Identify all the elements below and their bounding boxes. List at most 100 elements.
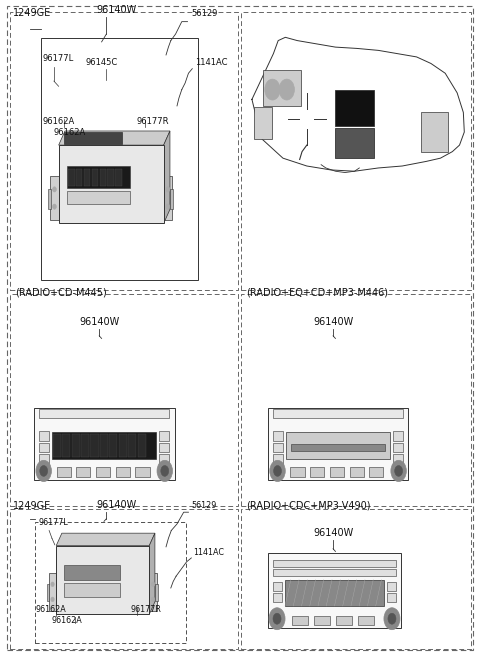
Bar <box>273 443 283 452</box>
Bar <box>273 432 283 441</box>
Polygon shape <box>164 131 170 224</box>
Bar <box>291 444 385 451</box>
Bar <box>39 432 49 441</box>
Bar <box>67 166 130 188</box>
Bar <box>57 467 71 477</box>
Circle shape <box>384 607 400 630</box>
Text: 56129: 56129 <box>192 9 218 18</box>
Bar <box>119 434 127 457</box>
Text: 96140W: 96140W <box>313 528 353 539</box>
Bar <box>35 522 186 643</box>
Bar <box>135 467 150 477</box>
Text: 1249GE: 1249GE <box>13 8 51 18</box>
Text: 96177R: 96177R <box>137 117 169 125</box>
Bar <box>273 409 403 419</box>
Text: (RADIO+CD-M445): (RADIO+CD-M445) <box>15 288 107 298</box>
Bar <box>285 580 384 606</box>
Bar <box>268 407 408 480</box>
Circle shape <box>166 187 170 192</box>
Bar <box>56 546 149 614</box>
Circle shape <box>273 613 281 625</box>
Circle shape <box>270 461 285 482</box>
Polygon shape <box>59 131 170 145</box>
Bar <box>67 192 130 204</box>
Text: (RADIO+EQ+CD+MP3-M446): (RADIO+EQ+CD+MP3-M446) <box>246 288 388 298</box>
Circle shape <box>388 613 396 625</box>
Bar <box>393 455 403 464</box>
Bar <box>91 434 98 457</box>
Bar <box>159 443 169 452</box>
Bar <box>386 593 396 602</box>
Text: 56129: 56129 <box>192 501 216 510</box>
Circle shape <box>36 461 51 482</box>
Bar <box>138 434 146 457</box>
Bar <box>76 467 90 477</box>
Circle shape <box>391 461 407 482</box>
Text: 96140W: 96140W <box>97 5 137 15</box>
Text: (RADIO+CDC+MP3-V490): (RADIO+CDC+MP3-V490) <box>246 501 370 511</box>
Circle shape <box>53 204 56 209</box>
Circle shape <box>265 79 280 100</box>
Bar <box>49 573 56 611</box>
Text: 96140W: 96140W <box>97 500 137 510</box>
Bar <box>149 573 157 611</box>
Bar <box>263 70 301 106</box>
Bar <box>273 582 282 591</box>
Bar <box>164 176 172 220</box>
Bar <box>290 467 305 477</box>
Bar <box>273 455 283 464</box>
Bar <box>59 145 164 224</box>
Polygon shape <box>149 533 155 614</box>
Circle shape <box>161 466 168 476</box>
Bar <box>268 554 401 628</box>
Bar <box>336 90 373 125</box>
Bar <box>286 432 390 459</box>
Bar <box>39 443 49 452</box>
Circle shape <box>395 466 403 476</box>
Bar <box>393 432 403 441</box>
Text: 1249GE: 1249GE <box>13 501 51 511</box>
Bar <box>273 593 282 602</box>
Circle shape <box>279 79 294 100</box>
Bar <box>241 294 471 506</box>
Bar <box>64 583 120 597</box>
Bar <box>84 169 90 186</box>
Bar <box>349 467 364 477</box>
Text: 1141AC: 1141AC <box>195 58 227 67</box>
Bar <box>40 38 198 279</box>
Bar <box>159 432 169 441</box>
Circle shape <box>53 187 56 192</box>
Bar <box>159 455 169 464</box>
Bar <box>50 176 59 220</box>
Bar <box>47 584 49 602</box>
Bar <box>273 569 396 576</box>
Text: 96145C: 96145C <box>85 58 118 67</box>
Circle shape <box>51 582 54 586</box>
Bar <box>48 190 51 209</box>
Bar <box>170 190 173 209</box>
Bar <box>330 467 344 477</box>
Bar <box>10 12 238 290</box>
Bar <box>156 584 157 602</box>
Text: 96177L: 96177L <box>38 518 68 527</box>
Text: 1141AC: 1141AC <box>193 548 224 557</box>
Text: 96162A: 96162A <box>42 117 75 125</box>
Bar <box>128 434 136 457</box>
Bar <box>109 434 118 457</box>
Circle shape <box>151 582 155 586</box>
Bar <box>39 409 169 419</box>
Bar <box>314 616 330 625</box>
Bar <box>108 169 114 186</box>
Circle shape <box>40 466 48 476</box>
Bar <box>100 169 106 186</box>
Bar <box>64 565 120 580</box>
Text: 96162A: 96162A <box>36 605 67 614</box>
Bar <box>115 169 122 186</box>
Bar <box>100 434 108 457</box>
Bar <box>336 616 352 625</box>
Circle shape <box>157 461 172 482</box>
Bar <box>336 128 373 158</box>
Bar <box>64 133 121 144</box>
Bar <box>116 467 130 477</box>
Bar <box>72 434 80 457</box>
